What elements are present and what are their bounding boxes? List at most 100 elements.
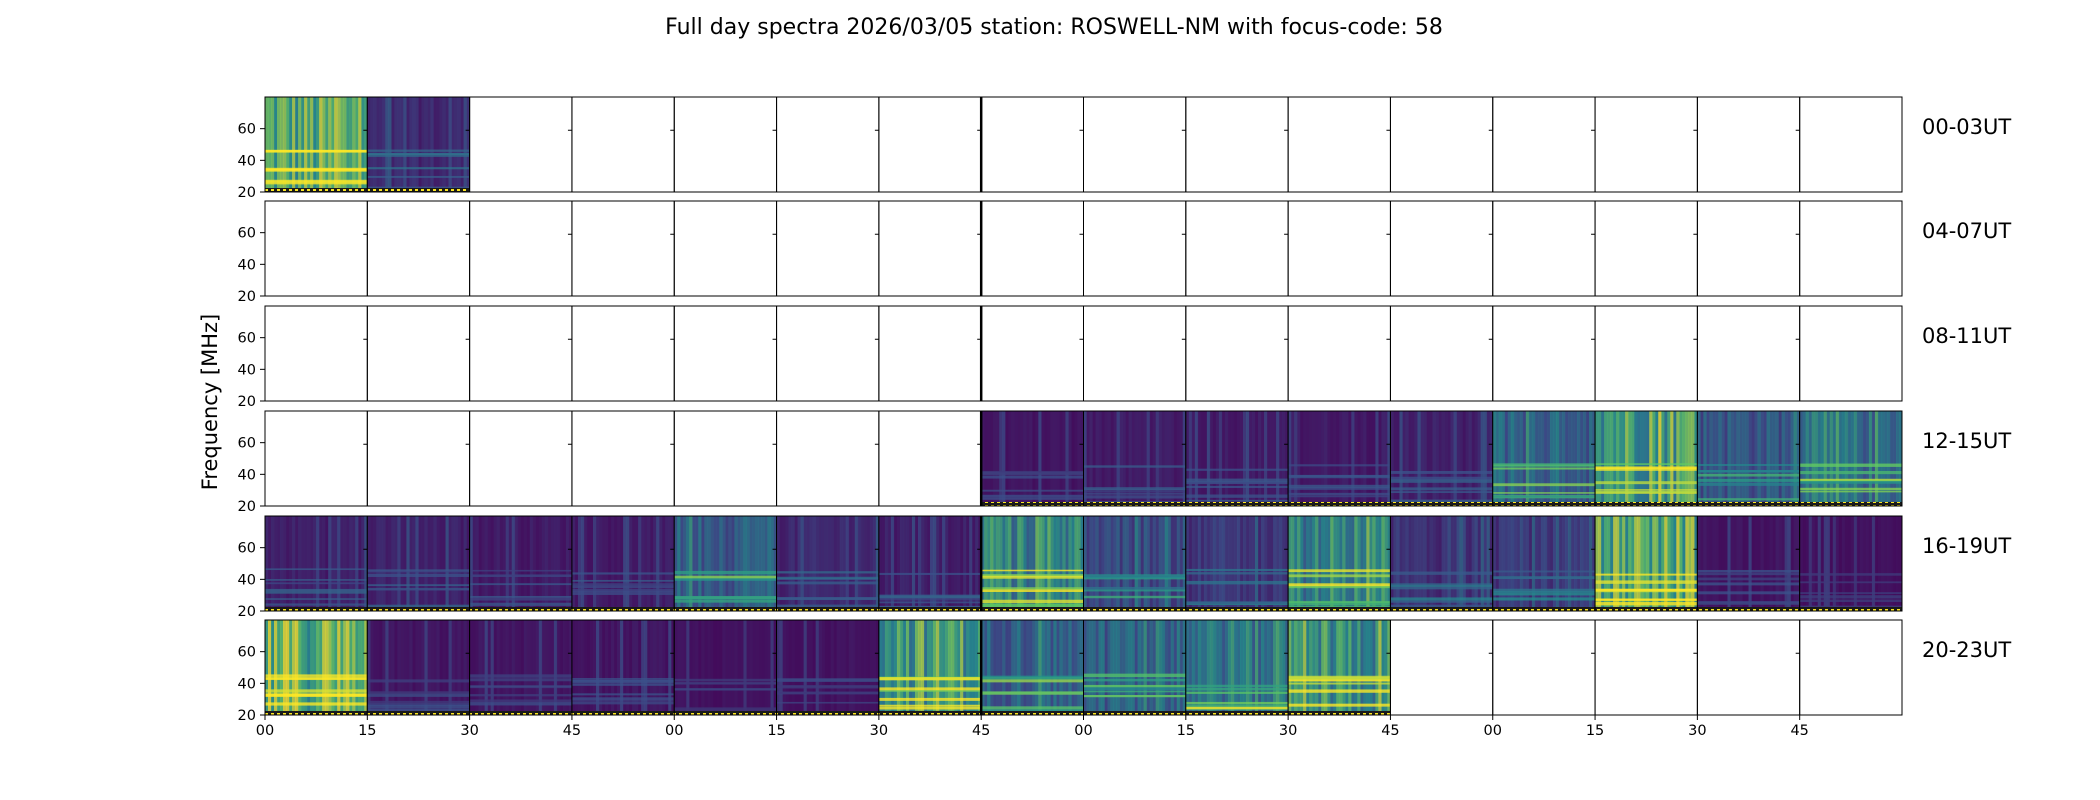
spectrum-stripe (794, 620, 799, 715)
spectrum-stripe (442, 620, 446, 715)
spectrum-stripe (1444, 411, 1449, 506)
spectrum-stripe (412, 620, 416, 715)
row-label: 08-11UT (1922, 324, 2011, 348)
spectrum-stripe (1333, 516, 1337, 611)
spectrum-stripe (1294, 620, 1298, 715)
spectrum-stripe (1348, 620, 1352, 715)
spectrum-panel (1492, 96, 1596, 193)
spectrum-stripe (734, 516, 738, 611)
spectrum-stripe (268, 516, 272, 611)
spectrum-stripe (1736, 411, 1740, 506)
spectrum-stripe (1381, 620, 1385, 715)
spectrum-panel (469, 96, 573, 193)
spectrum-stripe (605, 620, 609, 715)
spectrum-band (1083, 673, 1186, 678)
spectrum-stripe (577, 620, 582, 715)
spectrum-stripe (1221, 620, 1226, 715)
spectrum-stripe (626, 516, 630, 611)
spectrum-band (367, 704, 470, 709)
spectrum-stripe (1570, 516, 1575, 611)
spectrum-stripe (1233, 411, 1238, 506)
spectrum-stripe (1733, 411, 1737, 506)
spectrum-stripe (1218, 620, 1223, 715)
spectrum-stripe (728, 516, 732, 611)
spectrum-stripe (436, 516, 440, 611)
spectrum-stripe (836, 516, 841, 611)
spectrum-stripe (1826, 516, 1831, 611)
spectrum-panel (264, 200, 368, 297)
spectrum-stripe (960, 516, 964, 611)
spectrum-stripe (1402, 411, 1406, 506)
spectrum-stripe (1525, 411, 1530, 506)
spectrum-band (367, 679, 470, 683)
spectrum-stripe (1330, 411, 1334, 506)
spectrum-stripe (1474, 411, 1479, 506)
spectrum-stripe (635, 620, 639, 715)
spectrum-stripe (1149, 411, 1154, 506)
spectrum-baseline (674, 711, 777, 715)
spectrum-stripe (644, 620, 648, 715)
spectrum-stripe (1763, 516, 1767, 611)
spectrum-stripe (427, 516, 431, 611)
spectrum-stripe (1020, 411, 1024, 506)
spectrum-stripe (316, 620, 320, 715)
spectrum-stripe (298, 516, 302, 611)
spectrum-band (1288, 703, 1391, 707)
spectrum-stripe (1249, 516, 1253, 611)
spectrum-stripe (1516, 411, 1521, 506)
spectrum-stripe (538, 620, 543, 715)
spectrum-stripe (704, 516, 708, 611)
spectrum-stripe (1577, 411, 1581, 506)
spectrum-stripe (1408, 411, 1412, 506)
spectrum-stripe (1489, 516, 1494, 611)
spectrum-panel (1185, 619, 1289, 716)
spectrum-stripe (1185, 411, 1190, 506)
spectrum-stripe (1327, 620, 1331, 715)
spectrum-stripe (1640, 516, 1644, 611)
panel-frame (571, 200, 675, 297)
spectrum-baseline (878, 711, 982, 715)
spectrum-stripe (574, 516, 579, 611)
spectrum-stripe (361, 516, 365, 611)
spectrum-stripe (1282, 620, 1286, 715)
spectrum-band (1799, 592, 1902, 594)
spectrum-band (1697, 601, 1800, 604)
spectrum-stripe (1465, 516, 1470, 611)
spectrum-stripe (1384, 620, 1388, 715)
spectrum-stripe (999, 620, 1003, 715)
spectrum-panel (1594, 515, 1698, 612)
spectrum-stripe (1360, 411, 1364, 506)
spectrum-stripe (893, 516, 898, 611)
spectrum-stripe (632, 620, 636, 715)
spectrum-stripe (1044, 516, 1048, 611)
spectrum-stripe (1134, 411, 1139, 506)
spectrum-stripe (981, 516, 985, 611)
spectrum-stripe (1802, 411, 1807, 506)
spectrum-stripe (475, 516, 480, 611)
spectrum-stripe (1649, 411, 1653, 506)
spectrum-stripe (1303, 620, 1307, 715)
spectrum-stripe (1342, 516, 1346, 611)
spectrum-stripe (1589, 411, 1593, 506)
spectrum-baseline (1083, 711, 1186, 715)
spectrum-stripe (788, 516, 793, 611)
spectrum-band (1288, 495, 1391, 498)
spectrum-stripe (1378, 620, 1382, 715)
spectrum-stripe (553, 516, 558, 611)
spectrum-stripe (1694, 411, 1698, 506)
spectrum-stripe (1279, 516, 1283, 611)
spectrum-stripe (758, 516, 762, 611)
spectrum-stripe (385, 97, 389, 192)
spectrum-stripe (1309, 411, 1313, 506)
spectrum-stripe (292, 620, 296, 715)
spectrum-stripe (1619, 411, 1623, 506)
spectrum-stripe (1050, 411, 1054, 506)
spectrum-stripe (1658, 516, 1662, 611)
spectrum-stripe (1249, 620, 1253, 715)
spectrum-band (1390, 585, 1493, 587)
spectrum-band (1697, 464, 1800, 466)
spectrum-band (1288, 569, 1391, 573)
spectrum-band (1185, 481, 1289, 485)
